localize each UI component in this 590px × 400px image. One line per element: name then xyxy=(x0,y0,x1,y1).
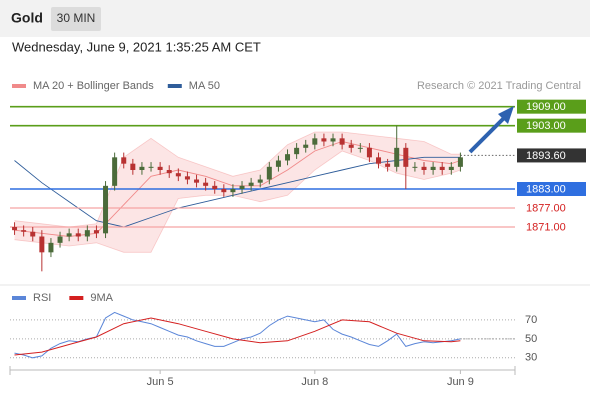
candle-body xyxy=(103,185,109,234)
candle-body xyxy=(175,173,181,177)
x-tick-label: Jun 9 xyxy=(447,376,474,388)
level-label: 1893.60 xyxy=(526,150,566,162)
candle-body xyxy=(285,154,291,161)
level-box xyxy=(517,182,586,196)
timeframe-badge xyxy=(51,7,101,31)
candle-body xyxy=(312,138,318,145)
candle-body xyxy=(303,144,309,148)
legend-swatch xyxy=(12,296,26,300)
indicator-line xyxy=(14,317,461,356)
bollinger-upper xyxy=(14,131,461,228)
candle-body xyxy=(57,236,63,243)
level-label: 1883.00 xyxy=(526,183,566,195)
candle-body xyxy=(166,170,172,174)
candle-body xyxy=(230,189,236,193)
candle-body xyxy=(266,166,272,180)
credit: Research © 2021 Trading Central xyxy=(417,80,581,92)
date: Wednesday, June 9, 2021 1:35:25 AM CET xyxy=(12,39,261,54)
moving-average xyxy=(14,156,461,228)
candle-body xyxy=(448,166,454,170)
candle-body xyxy=(21,230,27,232)
level-box xyxy=(517,118,586,133)
candle-body xyxy=(112,157,118,186)
candle-body xyxy=(457,157,463,167)
candle-body xyxy=(139,166,145,170)
candle-body xyxy=(221,189,227,193)
moving-average xyxy=(14,141,461,237)
indicator-line xyxy=(14,311,461,359)
x-tick-label: Jun 8 xyxy=(301,376,328,388)
candle-body xyxy=(357,147,363,149)
level-box xyxy=(517,99,586,114)
candle-body xyxy=(385,163,391,167)
bollinger-lower xyxy=(14,150,461,253)
legend-label: 9MA xyxy=(90,292,113,304)
candle-body xyxy=(294,147,300,155)
candle-body xyxy=(184,176,190,180)
candle-body xyxy=(157,166,163,170)
level-label: 1909.00 xyxy=(526,101,566,113)
candle-body xyxy=(421,166,427,170)
candle-body xyxy=(130,163,136,170)
candle-body xyxy=(439,166,445,170)
candle-body xyxy=(394,147,400,167)
level-label: 1877.00 xyxy=(526,202,566,214)
candle-body xyxy=(84,230,90,237)
candle-body xyxy=(275,160,281,167)
level-label: 1903.00 xyxy=(526,120,566,132)
candle-body xyxy=(248,182,254,186)
candle-body xyxy=(148,166,154,168)
candle-body xyxy=(403,147,409,167)
x-tick-label: Jun 5 xyxy=(147,376,174,388)
instrument-title: Gold xyxy=(11,10,43,26)
candle-body xyxy=(257,179,263,183)
candle-body xyxy=(66,233,72,237)
timeframe[interactable]: 30 MIN xyxy=(57,11,96,25)
candle-body xyxy=(376,157,382,164)
y-tick-label: 30 xyxy=(525,352,537,364)
candle-body xyxy=(321,138,327,142)
forecast-arrow xyxy=(468,106,514,154)
legend-swatch xyxy=(167,84,182,88)
candle-body xyxy=(12,227,18,231)
legend-swatch xyxy=(12,84,26,88)
candle-body xyxy=(366,147,372,158)
legend-swatch xyxy=(69,296,84,300)
candle-body xyxy=(430,166,436,170)
candle-body xyxy=(412,166,418,168)
legend-label: MA 20 + Bollinger Bands xyxy=(33,80,154,92)
y-tick-label: 70 xyxy=(525,314,537,326)
candle-body xyxy=(212,185,218,189)
candle-body xyxy=(93,230,99,234)
level-label: 1871.00 xyxy=(526,221,566,233)
candle-body xyxy=(203,182,209,186)
candle-body xyxy=(30,231,36,237)
candle-body xyxy=(194,179,200,183)
candle-body xyxy=(75,233,81,237)
legend-label: RSI xyxy=(33,292,51,304)
candle-body xyxy=(330,138,336,142)
legend-label: MA 50 xyxy=(189,80,220,92)
candle-body xyxy=(339,138,345,145)
bollinger-band xyxy=(14,132,461,253)
candle-body xyxy=(121,157,127,164)
level-box xyxy=(517,148,586,163)
candle-body xyxy=(39,236,45,253)
candle-body xyxy=(239,185,245,189)
y-tick-label: 50 xyxy=(525,333,537,345)
candle-body xyxy=(348,144,354,148)
candle-body xyxy=(48,242,54,253)
